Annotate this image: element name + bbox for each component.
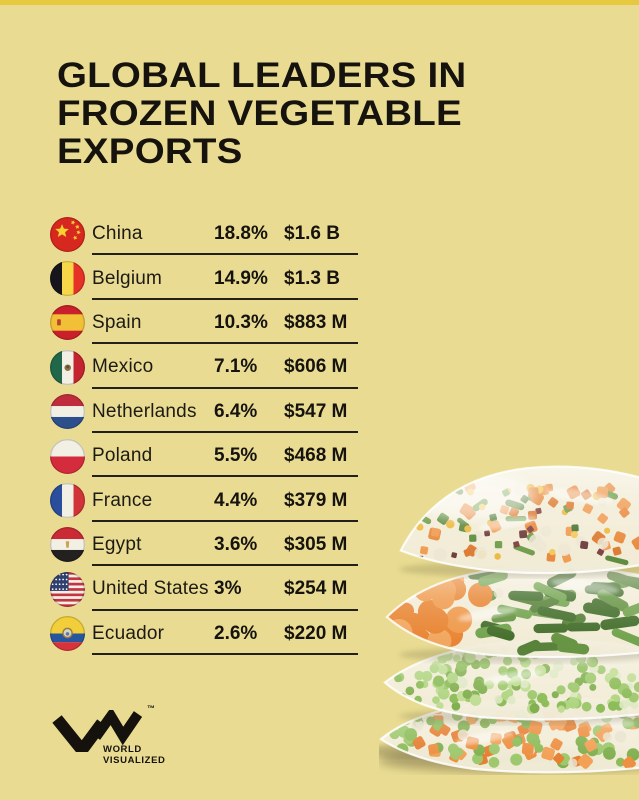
export-dollar-value: $1.3 B xyxy=(284,267,340,289)
country-label: Mexico xyxy=(92,356,154,378)
table-row: France 4.4% $379 M xyxy=(50,478,358,522)
share-percent-value: 6.4% xyxy=(214,400,258,422)
share-percent-value: 18.8% xyxy=(214,223,268,245)
row-separator xyxy=(92,430,358,433)
row-separator xyxy=(92,386,358,389)
share-percent-value: 2.6% xyxy=(214,622,258,644)
share-percent-value: 5.5% xyxy=(214,445,258,467)
export-dollar-value: $883 M xyxy=(284,311,348,333)
export-dollar-value: $220 M xyxy=(284,622,348,644)
export-dollar-value: $254 M xyxy=(284,578,348,600)
country-label: Ecuador xyxy=(92,622,165,644)
belgium-flag-icon xyxy=(50,261,85,297)
row-separator xyxy=(92,519,358,522)
table-row: Egypt 3.6% $305 M xyxy=(50,523,358,567)
share-percent-value: 3% xyxy=(214,578,242,600)
share-percent-value: 10.3% xyxy=(214,311,268,333)
country-label: Poland xyxy=(92,445,153,467)
france-flag-icon xyxy=(50,483,85,519)
country-label: Belgium xyxy=(92,267,163,289)
spain-flag-icon xyxy=(50,305,85,341)
brand-line2: VISUALIZED xyxy=(103,755,166,766)
share-percent-value: 3.6% xyxy=(214,533,258,555)
country-label: Egypt xyxy=(92,533,142,555)
export-dollar-value: $468 M xyxy=(284,445,348,467)
mexico-flag-icon xyxy=(50,349,85,385)
top-accent-strip xyxy=(0,0,639,5)
export-table: China 18.8% $1.6 B Belgium 14.9% $1.3 B … xyxy=(50,212,358,656)
netherlands-flag-icon xyxy=(50,394,85,430)
country-label: France xyxy=(92,489,153,511)
share-percent-value: 4.4% xyxy=(214,489,258,511)
row-separator xyxy=(92,253,358,256)
row-separator xyxy=(92,608,358,611)
row-separator xyxy=(92,475,358,478)
export-dollar-value: $606 M xyxy=(284,356,348,378)
united-states-flag-icon xyxy=(50,571,85,607)
egypt-flag-icon xyxy=(50,527,85,563)
country-label: Spain xyxy=(92,311,142,333)
row-separator xyxy=(92,342,358,345)
share-percent-value: 14.9% xyxy=(214,267,268,289)
export-dollar-value: $379 M xyxy=(284,489,348,511)
export-dollar-value: $547 M xyxy=(284,400,348,422)
ecuador-flag-icon xyxy=(50,616,85,652)
table-row: China 18.8% $1.6 B xyxy=(50,212,358,256)
country-label: United States xyxy=(92,578,209,600)
trademark-symbol: ™ xyxy=(147,704,155,713)
table-row: Poland 5.5% $468 M xyxy=(50,434,358,478)
table-row: United States 3% $254 M xyxy=(50,567,358,611)
table-row: Ecuador 2.6% $220 M xyxy=(50,612,358,656)
row-separator xyxy=(92,564,358,567)
export-dollar-value: $1.6 B xyxy=(284,223,340,245)
country-label: Netherlands xyxy=(92,400,197,422)
export-dollar-value: $305 M xyxy=(284,533,348,555)
country-label: China xyxy=(92,223,143,245)
table-row: Spain 10.3% $883 M xyxy=(50,301,358,345)
wv-logo-icon xyxy=(52,710,143,752)
table-row: Belgium 14.9% $1.3 B xyxy=(50,256,358,300)
share-percent-value: 7.1% xyxy=(214,356,258,378)
brand-line1: WORLD xyxy=(103,744,142,755)
page-title: GLOBAL LEADERS IN FROZEN VEGETABLE EXPOR… xyxy=(57,56,467,171)
row-separator xyxy=(92,297,358,300)
china-flag-icon xyxy=(50,216,85,252)
table-row: Mexico 7.1% $606 M xyxy=(50,345,358,389)
table-row: Netherlands 6.4% $547 M xyxy=(50,390,358,434)
world-visualized-logo: ™ WORLD VISUALIZED xyxy=(50,702,200,777)
row-separator xyxy=(92,652,358,655)
brand-name: WORLD VISUALIZED xyxy=(103,744,165,766)
frozen-vegetable-bags-image xyxy=(365,455,639,775)
poland-flag-icon xyxy=(50,438,85,474)
